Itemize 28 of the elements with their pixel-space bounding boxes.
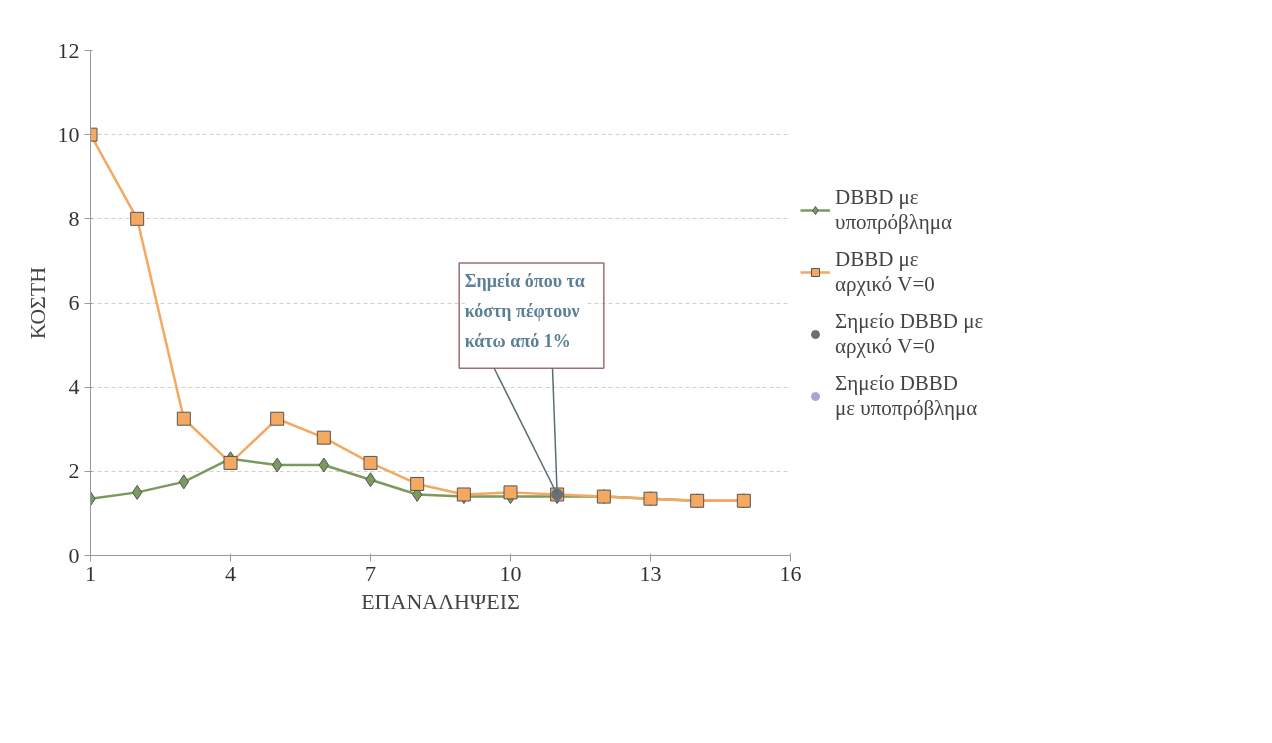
y-tick-label: 10 (57, 121, 80, 147)
annotation: Σημεία όπου τα κόστη πέφτουν κάτω από 1% (464, 271, 585, 352)
legend-label: Σημείο DBBD με υποπρόβλημα (835, 370, 978, 421)
x-tick-label: 7 (365, 560, 376, 586)
y-tick-label: 2 (68, 458, 80, 484)
point (130, 211, 145, 226)
point (503, 485, 518, 500)
legend-label: DBBD με υποπρόβλημα (835, 184, 953, 235)
y-tick-label: 6 (68, 290, 80, 315)
y-tick-label: 0 (68, 542, 80, 568)
x-tick-label: 16 (779, 560, 802, 586)
point (176, 411, 191, 426)
y-tick-label: 4 (68, 374, 80, 400)
x-axis-title: ΕΠΑΝΑΛΗΨΕΙΣ (361, 588, 520, 614)
point (363, 455, 378, 470)
legend-label: DBBD με αρχικό V=0 (835, 246, 935, 297)
point (270, 411, 285, 426)
y-tick-label: 8 (68, 205, 80, 231)
y-tick-label: 12 (57, 37, 80, 63)
x-tick-label: 1 (85, 560, 96, 586)
x-tick-label: 10 (499, 560, 522, 586)
y-axis-title: ΚΟΣΤΗ (24, 266, 50, 340)
legend-label: Σημείο DBBD με αρχικό V=0 (835, 308, 984, 359)
point (316, 430, 331, 445)
point (223, 455, 238, 470)
x-tick-label: 13 (639, 560, 662, 586)
x-tick-label: 4 (225, 560, 236, 586)
point (410, 476, 425, 491)
